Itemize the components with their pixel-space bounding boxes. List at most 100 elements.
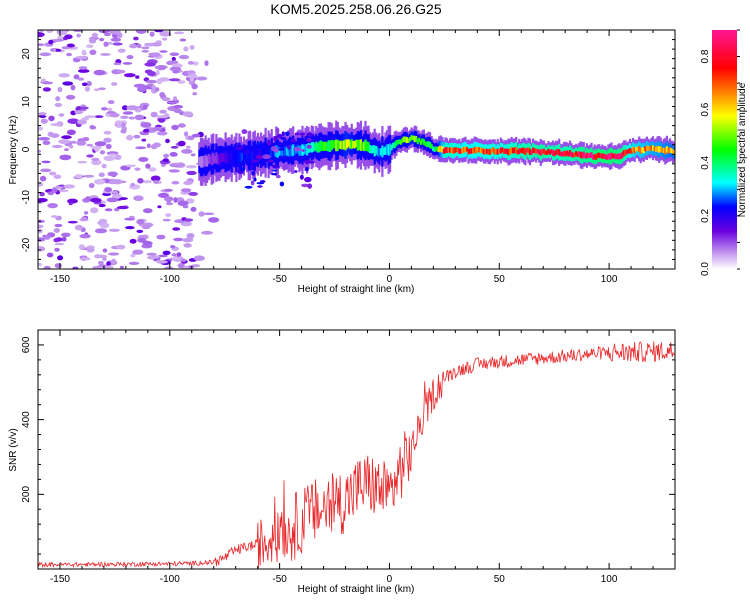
ridge-core [459,149,462,154]
ridge-core [458,148,461,154]
ridge-core [421,138,424,144]
ridge-core [321,141,324,152]
noise-speckle [58,189,69,193]
x-tick-label: 50 [494,274,506,285]
ridge-core [587,153,590,158]
snr-frame [37,329,676,570]
noise-speckle [81,216,88,220]
ridge-core [398,139,401,145]
ridge-core [567,151,570,157]
noise-speckle [190,153,196,157]
ridge-core [250,151,253,160]
ridge-blob [239,167,246,172]
noise-speckle [139,131,150,136]
noise-speckle [103,32,111,37]
noise-speckle [156,234,166,240]
noise-speckle [185,165,198,169]
noise-speckle [168,78,181,82]
ridge-core [329,140,332,152]
ridge-blob [290,138,296,143]
noise-speckle [169,66,182,72]
noise-speckle [106,261,111,267]
noise-speckle [126,105,138,111]
noise-speckle [143,208,153,214]
noise-speckle [102,248,108,253]
ridge-core [247,149,250,162]
noise-speckle [168,169,180,173]
ridge-core [504,148,507,154]
ridge-core [536,148,539,154]
ridge-core [330,139,333,151]
ridge-core [490,148,493,154]
noise-speckle [77,77,85,81]
y-tick-label: 600 [21,336,32,353]
noise-speckle [182,238,194,243]
ridge-core [432,146,435,152]
ridge-core [628,147,632,154]
snr-y-axis-label: SNR (v/v) [8,428,19,471]
ridge-core [246,151,249,160]
noise-speckle [79,234,91,239]
noise-speckle [95,254,108,258]
ridge-core [461,147,464,154]
noise-speckle [59,154,72,161]
ridge-core [229,152,232,163]
ridge-core [667,148,670,154]
ridge-core [449,147,452,153]
ridge-core [456,147,459,153]
noise-speckle [130,182,135,187]
ridge-core [590,152,593,158]
noise-speckle [172,96,178,101]
ridge-core [253,149,256,162]
ridge-core [556,149,559,155]
noise-speckle [77,160,88,164]
noise-speckle [101,163,107,169]
noise-speckle [93,179,106,185]
noise-speckle [176,252,182,257]
noise-speckle [177,123,186,128]
ridge-core [256,149,259,160]
ridge-core [539,149,542,156]
ridge-core [641,147,644,153]
ridge-core [510,147,513,154]
noise-speckle [148,52,159,56]
noise-speckle [165,202,174,206]
y-tick-label: 10 [21,96,32,108]
noise-speckle [67,198,78,204]
ridge-core [465,147,469,152]
ridge-core [373,145,376,157]
noise-speckle [76,140,87,146]
ridge-core [341,140,344,150]
ridge-core [650,145,653,150]
ridge-blob [259,180,266,183]
noise-speckle [135,146,147,150]
ridge-core [662,147,665,153]
ridge-core [199,156,203,168]
noise-speckle [128,261,140,265]
ridge-core [333,140,336,149]
noise-speckle [122,111,134,115]
noise-speckle [53,238,60,243]
spectrogram-ticks [37,29,676,270]
ridge-core [425,141,429,148]
ridge-blob [241,129,248,135]
noise-speckle [57,255,64,261]
ridge-core [656,145,659,152]
ridge-blob [274,148,279,153]
noise-speckle [120,115,129,120]
ridge-core [439,145,442,152]
ridge-core [233,151,236,161]
ridge-blob [242,145,250,148]
noise-speckle [172,227,181,231]
ridge-core [327,140,330,152]
ridge-core [645,145,648,152]
noise-speckle [177,140,186,147]
noise-speckle [94,141,107,147]
noise-speckle [162,250,171,255]
ridge-core [553,151,556,157]
noise-speckle [146,252,157,256]
noise-speckle [179,38,187,42]
noise-speckle [192,133,201,138]
noise-speckle [151,42,162,47]
